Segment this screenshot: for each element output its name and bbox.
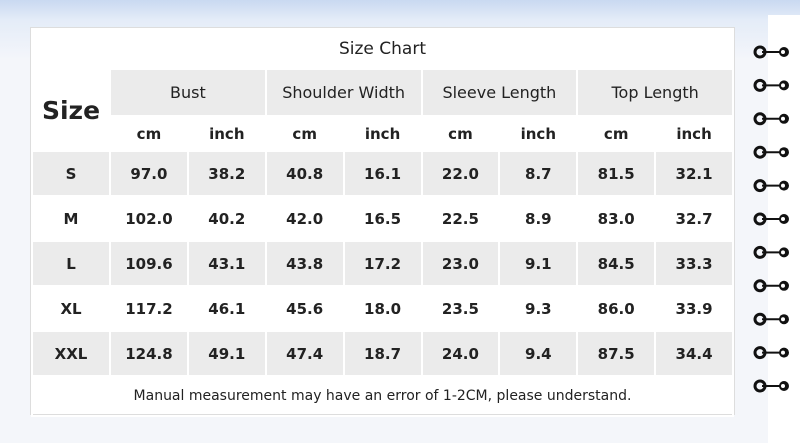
measurement-cell: 38.2 (186, 150, 267, 197)
ring (753, 78, 789, 92)
measurement-cell: 109.6 (109, 240, 189, 287)
size-cell: XXL (31, 330, 111, 377)
ring (753, 245, 789, 259)
measurement-cell: 40.8 (264, 150, 345, 197)
size-row: XL 117.2 46.1 45.6 18.0 23.5 9.3 86.0 33.9 (31, 285, 734, 332)
ring (753, 45, 789, 59)
measurement-cell: 23.0 (420, 240, 501, 287)
column-header: Shoulder Width (264, 68, 423, 117)
column-header: Sleeve Length (420, 68, 579, 117)
title-row: Size Chart (31, 28, 734, 70)
note-row: Manual measurement may have an error of … (31, 375, 734, 417)
units-row: cm inch cm inch cm inch cm inch (32, 115, 734, 152)
measurement-cell: 33.3 (654, 240, 734, 287)
measurement-cell: 49.1 (186, 330, 267, 377)
measurement-cell: 23.5 (420, 285, 501, 332)
measurement-cell: 40.2 (186, 195, 267, 242)
ring (753, 212, 789, 226)
measurement-cell: 9.3 (498, 285, 579, 332)
measurement-cell: 9.1 (498, 240, 579, 287)
measurement-cell: 102.0 (109, 195, 189, 242)
measurement-cell: 18.0 (342, 285, 423, 332)
unit-header: inch (186, 115, 267, 152)
unit-header: inch (342, 115, 423, 152)
measurement-cell: 32.7 (654, 195, 734, 242)
ring (753, 112, 789, 126)
measurement-cell: 9.4 (498, 330, 579, 377)
measurement-cell: 16.5 (342, 195, 423, 242)
size-header: Size (31, 68, 111, 152)
table-body: Size Chart Size Bust Shoulder Width Sleeve … (31, 28, 734, 417)
unit-header: inch (498, 115, 579, 152)
measurement-cell: 45.6 (264, 285, 345, 332)
measurement-cell: 83.0 (576, 195, 657, 242)
measurement-cell: 42.0 (264, 195, 345, 242)
measurement-cell: 8.7 (498, 150, 579, 197)
unit-header: cm (109, 115, 189, 152)
column-header: Top Length (576, 68, 734, 117)
unit-header: cm (264, 115, 345, 152)
ring (753, 346, 789, 360)
measurement-cell: 18.7 (342, 330, 423, 377)
size-cell: L (31, 240, 111, 287)
ring (753, 312, 789, 326)
measurement-cell: 33.9 (654, 285, 734, 332)
measurement-cell: 43.8 (264, 240, 345, 287)
size-row: S 97.0 38.2 40.8 16.1 22.0 8.7 81.5 32.1 (31, 150, 734, 197)
column-header: Bust (109, 68, 267, 117)
measurement-cell: 22.0 (420, 150, 501, 197)
measurement-cell: 87.5 (576, 330, 657, 377)
measurement-cell: 97.0 (109, 150, 189, 197)
size-cell: M (31, 195, 111, 242)
measurement-cell: 86.0 (576, 285, 657, 332)
header-row: Size Bust Shoulder Width Sleeve Length Top L… (31, 68, 734, 152)
measurement-cell: 32.1 (654, 150, 734, 197)
measurement-cell: 47.4 (264, 330, 345, 377)
measurement-cell: 17.2 (342, 240, 423, 287)
ring (753, 179, 789, 193)
size-cell: XL (31, 285, 111, 332)
measurement-cell: 117.2 (109, 285, 189, 332)
ring (753, 279, 789, 293)
note: Manual measurement may have an error of … (31, 375, 734, 417)
unit-header: inch (654, 115, 734, 152)
table-title: Size Chart (31, 28, 734, 70)
unit-header: cm (576, 115, 657, 152)
size-row: L 109.6 43.1 43.8 17.2 23.0 9.1 84.5 33.3 (31, 240, 734, 287)
unit-header: cm (420, 115, 501, 152)
size-row: M 102.0 40.2 42.0 16.5 22.5 8.9 83.0 32.7 (31, 195, 734, 242)
measurement-cell: 43.1 (186, 240, 267, 287)
ring (753, 379, 789, 393)
measurement-cell: 84.5 (576, 240, 657, 287)
measurement-cell: 16.1 (342, 150, 423, 197)
size-chart-card: Size Chart Size Bust Shoulder Width Sleeve … (30, 27, 735, 417)
measurement-cell: 46.1 (186, 285, 267, 332)
measurement-cell: 124.8 (109, 330, 189, 377)
size-row: XXL 124.8 49.1 47.4 18.7 24.0 9.4 87.5 34.4 (31, 330, 734, 377)
measurement-cell: 22.5 (420, 195, 501, 242)
measurement-cell: 8.9 (498, 195, 579, 242)
measurement-cell: 24.0 (420, 330, 501, 377)
size-table: Size Chart Size Bust Shoulder Width Sleeve … (31, 28, 734, 417)
measurement-cell: 34.4 (654, 330, 734, 377)
ring (753, 145, 789, 159)
binding-rings (753, 45, 789, 393)
size-cell: S (31, 150, 111, 197)
measurement-cell: 81.5 (576, 150, 657, 197)
